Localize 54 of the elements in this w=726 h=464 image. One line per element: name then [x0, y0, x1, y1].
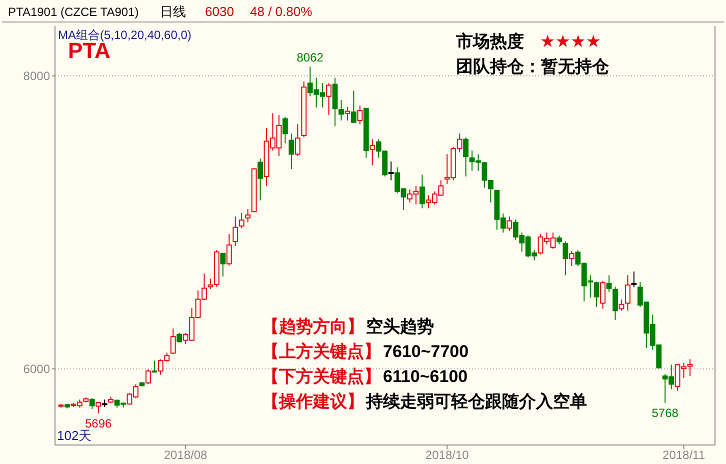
candlestick [351, 90, 356, 124]
x-tick-label: 2018/10 [425, 448, 470, 462]
annotation: 8062 [296, 50, 324, 65]
candlestick [226, 234, 232, 266]
candlestick [238, 212, 244, 229]
candlestick [344, 106, 350, 121]
candlestick [170, 328, 176, 355]
candlestick [420, 174, 425, 209]
candlestick [258, 158, 263, 201]
candlestick [152, 360, 158, 373]
candlestick [220, 252, 226, 278]
text: 6030 [205, 4, 234, 19]
x-tick-label: 2018/08 [164, 448, 208, 462]
candlestick [338, 99, 344, 121]
candlestick [294, 124, 300, 157]
candlestick [388, 161, 394, 181]
candlestick [562, 240, 568, 276]
candlestick [463, 136, 468, 177]
candlestick [506, 216, 512, 232]
candlestick [568, 250, 574, 266]
candlestick [282, 116, 288, 144]
annotation: 团队持仓：暂无持仓 [456, 57, 610, 76]
candlestick [145, 369, 151, 385]
candlestick [245, 208, 251, 223]
annotation: 【操作建议】 [262, 392, 364, 411]
annotation: 6110~6100 [383, 367, 468, 386]
y-tick-label: 8000 [23, 68, 50, 83]
annotation: 5768 [652, 406, 679, 420]
annotation: 7610~7700 [383, 342, 469, 361]
annotation: 【上方关键点】 [262, 342, 381, 361]
annotation: 5696 [85, 416, 112, 430]
annotation: 市场热度 [455, 32, 524, 51]
candlestick [370, 138, 376, 166]
annotation: 持续走弱可轻仓跟随介入空单 [365, 392, 587, 411]
candlestick [176, 332, 182, 343]
x-tick-label: 2018/11 [662, 448, 706, 462]
candlestick [357, 105, 363, 125]
candlestick [618, 299, 624, 312]
y-tick-label: 6000 [23, 362, 50, 376]
candlestick [89, 398, 95, 410]
text: 48 / 0.80% [250, 4, 313, 19]
annotation: ★★★★ [540, 32, 601, 51]
annotation: 空头趋势 [366, 317, 434, 336]
candlestick [232, 216, 238, 246]
annotation: 【趋势方向】 [262, 317, 364, 336]
text: 日线 [160, 4, 186, 19]
annotation: 102天 [57, 428, 92, 443]
candlestick [612, 286, 618, 321]
candlestick [326, 82, 332, 116]
candlestick [600, 280, 606, 310]
candlestick [606, 274, 612, 293]
text: PTA1901 (CZCE TA901) [8, 5, 139, 19]
candlestick [288, 133, 294, 170]
annotation: 【下方关键点】 [262, 367, 381, 386]
